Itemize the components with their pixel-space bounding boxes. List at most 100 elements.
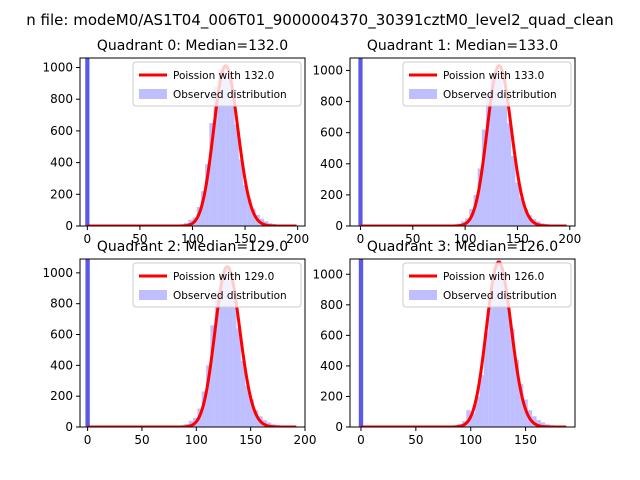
histogram-bar — [227, 279, 233, 427]
histogram-bar — [498, 78, 503, 226]
subplot-title: Quadrant 2: Median=129.0 — [97, 239, 288, 255]
legend-hist-label: Observed distribution — [443, 290, 557, 302]
legend-fit-label: Poission with 133.0 — [443, 70, 544, 82]
histogram-bar — [483, 332, 489, 427]
histogram-bar — [501, 274, 506, 427]
histogram-bar — [519, 198, 524, 226]
x-tick-label: 200 — [558, 232, 581, 246]
y-tick-label: 0 — [335, 420, 343, 434]
histogram-bar — [492, 274, 498, 427]
plot-area — [85, 259, 297, 427]
histogram-bar — [213, 86, 218, 226]
x-tick-label: 0 — [84, 433, 92, 447]
y-tick-label: 200 — [50, 389, 73, 403]
y-tick-label: 400 — [50, 358, 73, 372]
axes-frame — [79, 258, 306, 428]
histogram-bar — [514, 359, 520, 427]
histogram-bar — [477, 168, 482, 226]
histogram-bar — [540, 422, 546, 427]
histogram-bar — [200, 191, 206, 226]
poisson-fit-line — [86, 64, 298, 226]
x-tick-label: 150 — [514, 433, 537, 447]
legend-hist-swatch — [409, 290, 437, 300]
histogram-bar — [506, 123, 512, 226]
y-tick-label: 800 — [320, 298, 343, 312]
x-tick-label: 150 — [506, 232, 529, 246]
x-tick-label: 150 — [239, 433, 262, 447]
y-tick-label: 1000 — [42, 61, 73, 75]
subplot-quadrant-3: 0 50 100 150 0 200 400 600 800 1000 Quadrant 3: Me… — [312, 239, 576, 447]
legend: Poission with 133.0 Observed distribution — [402, 61, 572, 107]
subplot-quadrant-2: 0 50 100 150 200 0 200 400 600 800 1000 Quadrant 2:… — [42, 239, 316, 447]
y-tick-label: 600 — [50, 124, 73, 138]
histogram-bar-zero-spike — [358, 259, 364, 427]
legend-box — [132, 262, 302, 308]
legend-fit-label: Poission with 129.0 — [173, 271, 274, 283]
x-tick-label: 0 — [84, 232, 92, 246]
plot-area — [358, 259, 568, 427]
histogram-bar — [217, 69, 222, 226]
y-tick-label: 800 — [320, 95, 343, 109]
plot-area — [85, 58, 298, 226]
x-tick-label: 50 — [134, 433, 149, 447]
x-tick-label: 100 — [185, 433, 208, 447]
histogram-bar — [502, 93, 507, 226]
x-tick-label: 0 — [357, 232, 365, 246]
histogram-bar — [488, 295, 493, 427]
subplot-quadrant-1: 0 50 100 150 200 0 200 400 600 800 1000 Quadrant 1:… — [312, 38, 581, 246]
legend-box — [402, 262, 572, 308]
histogram-bar — [236, 328, 241, 427]
histogram-bar — [473, 194, 478, 226]
y-tick-label: 800 — [50, 92, 73, 106]
legend-hist-label: Observed distribution — [173, 290, 287, 302]
plot-area — [358, 58, 568, 226]
y-tick-label: 200 — [50, 187, 73, 201]
y-tick-label: 400 — [320, 359, 343, 373]
y-tick-label: 600 — [320, 126, 343, 140]
histogram-bar — [486, 93, 491, 226]
y-tick-label: 400 — [320, 157, 343, 171]
y-tick-label: 1000 — [312, 267, 343, 281]
histogram-bar-zero-spike — [358, 58, 363, 226]
histogram-bar — [511, 156, 516, 226]
histogram-bar-zero-spike — [85, 58, 90, 226]
y-tick-label: 800 — [50, 297, 73, 311]
histogram-bar — [238, 159, 243, 226]
x-tick-label: 200 — [286, 232, 309, 246]
histogram-bar — [479, 375, 484, 427]
subplot-title: Quadrant 3: Median=126.0 — [367, 239, 558, 255]
legend-fit-label: Poission with 132.0 — [173, 70, 274, 82]
poisson-fit-line — [360, 260, 567, 427]
histogram-bar — [214, 291, 220, 427]
x-tick-label: 100 — [181, 232, 204, 246]
histogram-bar — [505, 295, 511, 427]
histogram-bar — [210, 325, 215, 427]
histogram-bar — [490, 75, 495, 226]
histogram-bar — [470, 413, 476, 427]
histogram-bar — [223, 268, 228, 427]
histogram-bar — [205, 164, 210, 226]
histogram-bar — [519, 384, 524, 427]
legend-hist-swatch — [139, 290, 167, 300]
histogram-bar — [515, 182, 520, 226]
histogram-bar — [245, 385, 250, 427]
subplot-quadrant-0: 0 50 100 150 200 0 200 400 600 800 1000 Quadrant 0:… — [42, 38, 309, 246]
axes-frame — [349, 258, 576, 428]
histogram-bar — [209, 122, 214, 226]
poisson-fit-line — [87, 265, 297, 427]
y-tick-label: 0 — [335, 219, 343, 233]
y-tick-label: 0 — [65, 219, 73, 233]
legend: Poission with 129.0 Observed distribution — [132, 262, 302, 308]
histogram-bar — [242, 184, 248, 226]
x-tick-label: 50 — [405, 232, 420, 246]
y-tick-label: 200 — [320, 188, 343, 202]
x-tick-label: 50 — [408, 433, 423, 447]
histogram-bar — [523, 208, 528, 226]
histogram-bar — [240, 360, 246, 427]
histogram-bar — [475, 396, 480, 427]
x-tick-label: 0 — [357, 433, 365, 447]
histogram-bar — [253, 410, 259, 427]
histogram-bar — [536, 420, 541, 427]
legend-box — [132, 61, 302, 107]
